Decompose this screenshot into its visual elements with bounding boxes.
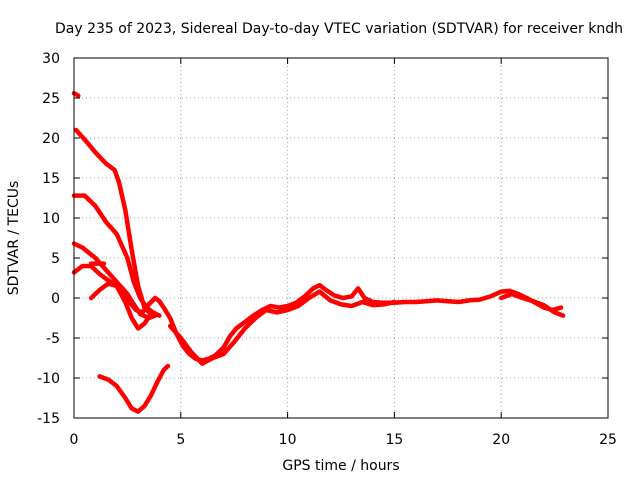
y-axis: -15 -10 -5 0 5 10 15 20 25 30 [37,51,608,427]
y-tick-label: -15 [37,411,60,427]
series-trace-9 [498,291,566,318]
y-tick-label: 10 [42,211,60,227]
series-trace-1 [71,90,81,98]
grid [74,58,608,418]
y-tick-label: 5 [51,251,60,267]
x-axis-label: GPS time / hours [282,458,399,474]
x-tick-label: 25 [599,432,617,448]
x-axis: 0 5 10 15 20 25 [70,58,617,448]
y-tick-label: -10 [37,371,60,387]
chart-title: Day 235 of 2023, Sidereal Day-to-day VTE… [55,21,623,37]
x-tick-label: 20 [492,432,510,448]
x-tick-label: 5 [176,432,185,448]
y-tick-label: 30 [42,51,60,67]
y-tick-label: 25 [42,91,60,107]
x-tick-label: 15 [385,432,403,448]
series-trace-8 [167,289,397,366]
series-trace-3 [71,193,162,318]
y-tick-label: 20 [42,131,60,147]
series-trace-10 [97,363,171,414]
x-tick-label: 10 [279,432,297,448]
y-tick-label: 0 [51,291,60,307]
series-trace-7 [88,281,564,363]
y-tick-label: 15 [42,171,60,187]
series-group [71,90,566,414]
y-axis-label: SDTVAR / TECUs [6,181,22,296]
x-tick-label: 0 [70,432,79,448]
plot-frame [73,57,609,419]
y-tick-label: -5 [46,331,60,347]
